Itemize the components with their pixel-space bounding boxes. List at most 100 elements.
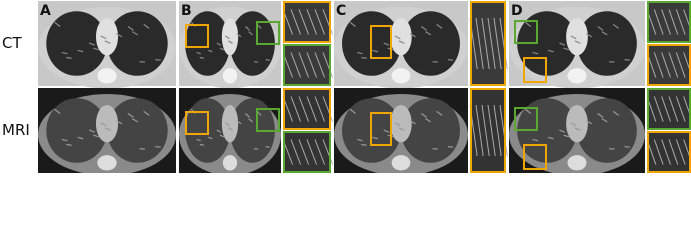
inset <box>647 131 691 173</box>
inset-frame <box>283 1 331 43</box>
roi-box <box>514 107 538 131</box>
vessel <box>219 134 225 138</box>
vessel <box>398 127 405 131</box>
inset-frame <box>470 1 506 86</box>
inset-texture <box>493 104 502 157</box>
inset-texture <box>475 104 484 157</box>
vessel <box>199 143 204 146</box>
vessel <box>524 21 532 27</box>
vessel <box>398 40 405 44</box>
spine <box>97 68 117 84</box>
lung-right <box>577 98 637 163</box>
vessel <box>624 146 631 148</box>
inset-texture <box>683 9 691 32</box>
inset-texture <box>298 52 310 78</box>
vessel <box>228 127 233 131</box>
lung-right <box>107 11 168 76</box>
mediastinum <box>95 105 119 143</box>
vessel <box>131 118 139 123</box>
vessel <box>236 120 242 125</box>
vessel <box>574 40 581 44</box>
vessel <box>547 136 554 140</box>
lung-right <box>230 98 275 163</box>
roi-box <box>185 24 209 48</box>
lung-left <box>46 11 107 76</box>
vessel <box>383 42 390 46</box>
vessel <box>216 129 222 133</box>
vessel <box>612 110 619 116</box>
spine <box>222 155 238 171</box>
inset-texture <box>653 139 664 165</box>
roi-box <box>523 57 547 83</box>
vessel <box>127 26 134 31</box>
vessel <box>447 146 454 148</box>
vessel <box>88 42 95 46</box>
vessel <box>349 108 356 114</box>
panel-label: B <box>181 3 192 19</box>
vessel <box>131 31 139 36</box>
vessel <box>228 40 233 44</box>
vessel <box>547 49 554 53</box>
inset-texture <box>306 96 318 122</box>
panel-label: A <box>40 3 51 19</box>
mediastinum <box>221 105 239 143</box>
inset <box>647 1 691 43</box>
lung-right <box>230 11 275 76</box>
vessel <box>66 143 72 146</box>
vessel <box>372 136 379 140</box>
inset-texture <box>290 9 302 35</box>
mediastinum <box>566 18 588 56</box>
inset-frame <box>647 44 691 86</box>
inset <box>283 88 331 130</box>
roi-box <box>370 25 392 59</box>
lung-right <box>401 98 460 163</box>
vessel <box>225 35 230 40</box>
vessel <box>532 138 539 142</box>
vessel <box>127 113 134 118</box>
vessel <box>357 138 363 142</box>
vessel <box>248 118 254 123</box>
vessel <box>236 33 242 38</box>
inset-texture <box>675 52 686 78</box>
inset-texture <box>306 139 318 165</box>
roi-box <box>523 144 547 170</box>
vessel <box>155 146 161 148</box>
inset-texture <box>487 104 496 157</box>
inset-texture <box>661 96 671 122</box>
vessel <box>100 122 107 127</box>
vessel <box>612 23 619 29</box>
spine <box>222 68 238 84</box>
vessel <box>357 51 363 55</box>
inset-frame <box>470 88 506 173</box>
inset-texture <box>481 17 490 70</box>
inset-texture <box>487 17 496 70</box>
lung-left <box>46 98 107 163</box>
vessel <box>597 26 604 31</box>
vessel <box>225 122 230 127</box>
vessel <box>563 47 570 51</box>
mediastinum <box>566 105 588 143</box>
panel-label: D <box>511 3 523 19</box>
inset <box>647 44 691 86</box>
vessel <box>93 47 100 51</box>
inset-texture <box>661 139 671 165</box>
spine <box>97 155 117 171</box>
inset-texture <box>653 52 664 78</box>
vessel <box>532 51 539 55</box>
inset-texture <box>675 9 686 35</box>
vessel <box>61 51 68 55</box>
inset-texture <box>683 139 691 162</box>
inset-texture <box>298 9 310 35</box>
roi-box <box>256 108 280 132</box>
inset-texture <box>675 139 686 165</box>
vessel <box>447 59 454 61</box>
vessel <box>601 118 608 123</box>
inset-texture <box>475 17 484 70</box>
mediastinum <box>95 18 119 56</box>
vessel <box>570 35 577 40</box>
vessel <box>93 134 100 138</box>
vessel <box>601 31 608 36</box>
vessel <box>54 108 61 114</box>
vessel <box>208 136 213 140</box>
vessel <box>425 31 432 36</box>
